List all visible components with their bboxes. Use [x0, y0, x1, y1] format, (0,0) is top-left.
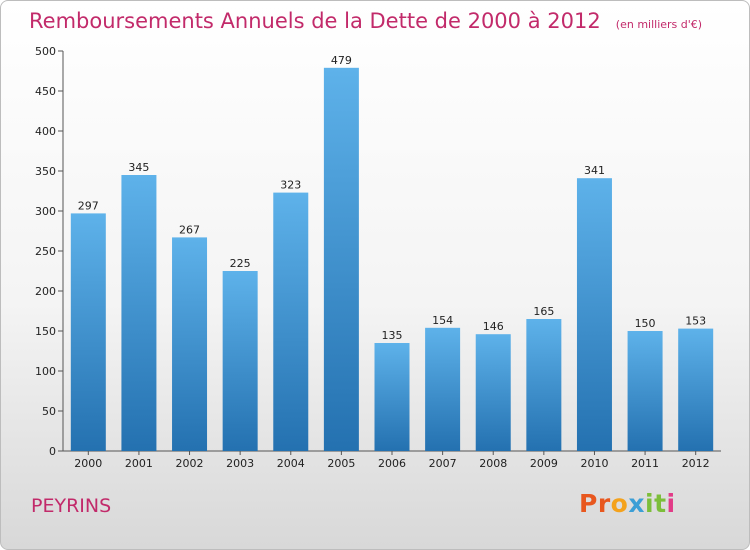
x-tick-label: 2008 — [479, 457, 507, 470]
x-tick-label: 2002 — [176, 457, 204, 470]
y-tick-label: 200 — [35, 285, 56, 298]
bar — [70, 213, 106, 451]
bar — [172, 237, 208, 451]
bar-value-label: 154 — [432, 314, 453, 327]
y-tick-label: 250 — [35, 245, 56, 258]
bar-value-label: 267 — [179, 223, 200, 236]
bar-value-label: 150 — [635, 317, 656, 330]
bar-value-label: 479 — [331, 54, 352, 67]
y-tick-label: 150 — [35, 325, 56, 338]
bar-value-label: 323 — [280, 179, 301, 192]
y-tick-label: 500 — [35, 45, 56, 58]
x-tick-label: 2011 — [631, 457, 659, 470]
y-tick-label: 450 — [35, 85, 56, 98]
logo-letter: i — [666, 489, 676, 518]
bar-value-label: 165 — [533, 305, 554, 318]
bar-value-label: 146 — [483, 320, 504, 333]
bar — [121, 175, 157, 451]
y-tick-label: 100 — [35, 365, 56, 378]
y-tick-label: 50 — [42, 405, 56, 418]
proxiti-logo: Proxiti — [579, 489, 676, 518]
commune-name: PEYRINS — [31, 495, 112, 517]
logo-letter: i — [645, 489, 655, 518]
title-area: Remboursements Annuels de la Dette de 20… — [29, 9, 702, 33]
bar-value-label: 345 — [128, 161, 149, 174]
logo-letter: o — [610, 489, 629, 518]
x-tick-label: 2010 — [580, 457, 608, 470]
x-tick-label: 2003 — [226, 457, 254, 470]
bar — [222, 271, 258, 451]
y-tick-label: 350 — [35, 165, 56, 178]
bar — [526, 319, 562, 451]
bar-value-label: 225 — [230, 257, 251, 270]
logo-letter: P — [579, 489, 598, 518]
logo-letter: r — [597, 489, 611, 518]
bars: 297 345 267 225 323 479 135 154 146 165 341 150 153 — [70, 54, 714, 452]
bar-value-label: 341 — [584, 164, 605, 177]
y-tick-label: 0 — [49, 445, 56, 458]
y-tick-label: 400 — [35, 125, 56, 138]
bar — [475, 334, 511, 451]
chart-title: Remboursements Annuels de la Dette de 20… — [29, 9, 601, 33]
bar-value-label: 297 — [78, 199, 99, 212]
bar — [273, 192, 309, 451]
x-tick-label: 2000 — [74, 457, 102, 470]
logo-letter: x — [628, 489, 645, 518]
x-tick-label: 2007 — [429, 457, 457, 470]
x-tick-label: 2009 — [530, 457, 558, 470]
bar — [576, 178, 612, 451]
x-tick-label: 2012 — [682, 457, 710, 470]
bar — [627, 331, 663, 451]
axes: 0 50 100 150 200 250 300 350 400 450 500 2000 2001 20… — [35, 45, 721, 470]
logo-letter: t — [654, 489, 667, 518]
x-tick-label: 2001 — [125, 457, 153, 470]
chart-subtitle: (en milliers d'€) — [615, 18, 703, 31]
bar — [678, 328, 714, 451]
x-tick-label: 2005 — [327, 457, 355, 470]
x-tick-label: 2004 — [277, 457, 305, 470]
bar — [374, 343, 410, 451]
bar — [323, 67, 359, 452]
y-tick-label: 300 — [35, 205, 56, 218]
bar-value-label: 153 — [685, 315, 706, 328]
x-tick-label: 2006 — [378, 457, 406, 470]
bar — [425, 327, 461, 451]
bar-value-label: 135 — [382, 329, 403, 342]
